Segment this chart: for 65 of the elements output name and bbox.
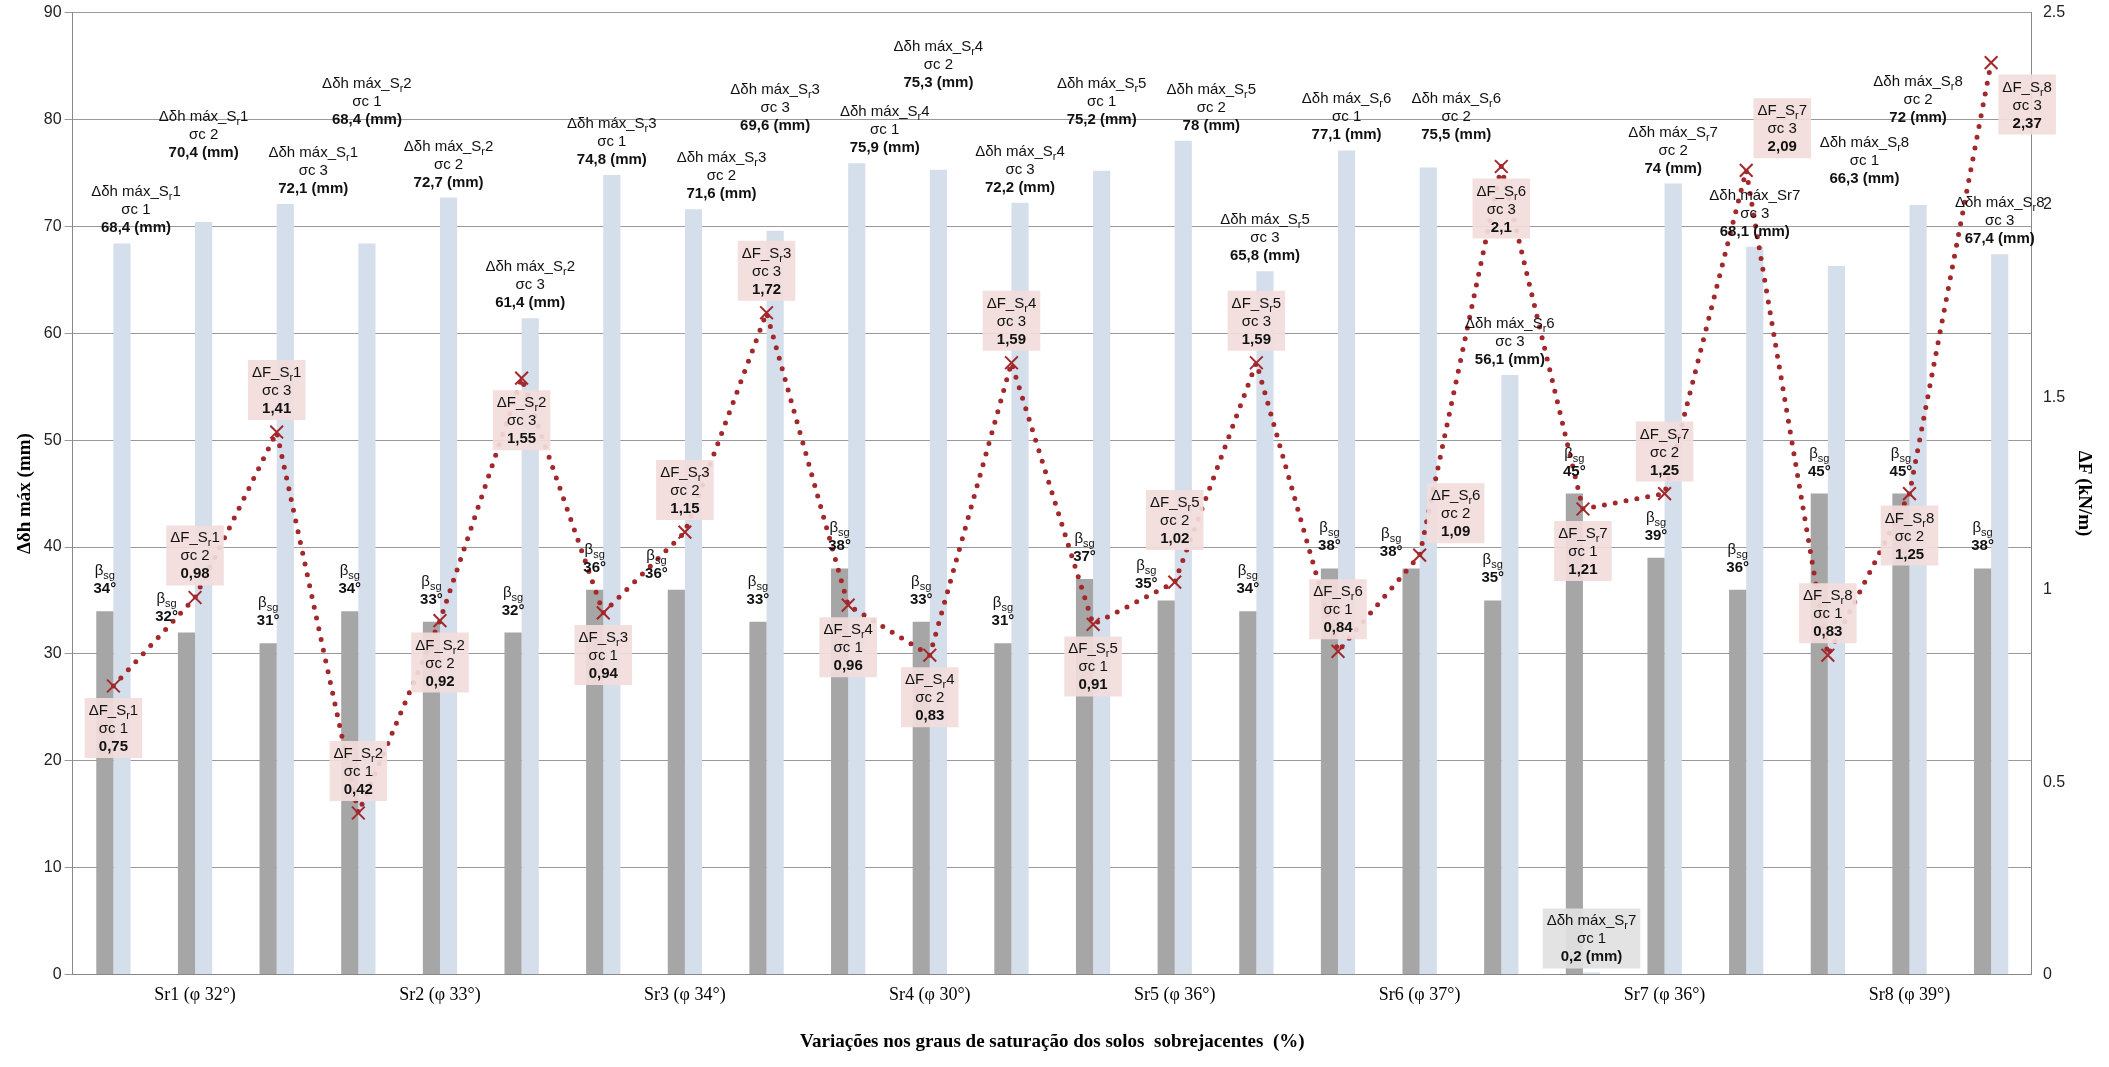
- bar: [504, 632, 522, 975]
- point: [432, 613, 448, 628]
- point: [1738, 163, 1754, 178]
- y2-tick-label: 0.5: [2042, 772, 2066, 790]
- point: [1412, 547, 1428, 563]
- y-tick-label: 50: [43, 430, 62, 448]
- bar: [994, 643, 1012, 975]
- y2-axis-title: ΔF (kN/m): [2073, 450, 2096, 537]
- bar: [1157, 600, 1175, 975]
- y2-tick-label: 2.5: [2042, 3, 2066, 21]
- bar: [1647, 557, 1665, 975]
- bar: [177, 632, 196, 975]
- x-tick-label: Sr8 (φ 39°): [1868, 984, 1951, 1006]
- x-tick-label: Sr4 (φ 30°): [889, 984, 971, 1006]
- y-tick-label: 40: [43, 537, 62, 555]
- point: [187, 590, 203, 605]
- point: [350, 805, 366, 821]
- point: [106, 678, 121, 694]
- point: [922, 647, 938, 663]
- bar: [1484, 600, 1502, 975]
- point: [840, 597, 856, 613]
- y-tick-label: 60: [43, 323, 62, 341]
- y-tick-label: 90: [43, 3, 62, 21]
- y2-tick-label: 1.5: [2042, 387, 2066, 405]
- point: [269, 424, 285, 440]
- point: [1983, 55, 1999, 70]
- bar: [1729, 589, 1747, 975]
- point: [1085, 617, 1101, 632]
- y-tick-label: 20: [43, 751, 62, 769]
- x-axis-title: Variações nos graus de saturação dos solos sobrejacentes (%): [800, 1029, 1305, 1052]
- y-tick-label: 80: [43, 109, 62, 127]
- point: [1820, 647, 1836, 663]
- bar: [1239, 611, 1257, 975]
- y-tick-label: 30: [43, 644, 62, 662]
- x-tick-label: Sr5 (φ 36°): [1133, 984, 1216, 1006]
- point: [759, 305, 774, 321]
- y-axis-title: Δδh máx (mm): [13, 433, 36, 555]
- bar: [1973, 568, 1992, 975]
- x-tick-label: Sr7 (φ 36°): [1623, 984, 1706, 1006]
- x-tick-label: Sr3 (φ 34°): [644, 984, 726, 1006]
- point: [1004, 355, 1019, 371]
- y-tick-label: 10: [43, 858, 62, 876]
- bar: [749, 621, 767, 975]
- point: [1493, 159, 1509, 174]
- bar: [259, 643, 277, 975]
- x-tick-label: Sr1 (φ 32°): [154, 984, 236, 1006]
- point: [1657, 486, 1672, 501]
- data-label: Δδh máx_Sr7 σc 3 68,1 (mm): [1709, 185, 1801, 239]
- point: [1249, 355, 1264, 371]
- point: [514, 370, 529, 386]
- y2-tick-label: 1: [2042, 580, 2052, 598]
- x-tick-label: Sr2 (φ 33°): [399, 984, 481, 1006]
- point: [1575, 501, 1591, 517]
- bar: [667, 589, 685, 975]
- y2-tick-label: 2: [2042, 195, 2052, 213]
- point: [1330, 644, 1346, 659]
- y2-tick-label: 0: [2042, 965, 2052, 983]
- y-tick-label: 70: [43, 216, 62, 234]
- x-tick-label: Sr6 (φ 37°): [1378, 984, 1461, 1006]
- point: [677, 524, 693, 540]
- point: [595, 605, 611, 621]
- point: [1902, 486, 1917, 501]
- point: [1167, 574, 1183, 590]
- y-tick-label: 0: [52, 965, 62, 983]
- bar: [1402, 568, 1420, 975]
